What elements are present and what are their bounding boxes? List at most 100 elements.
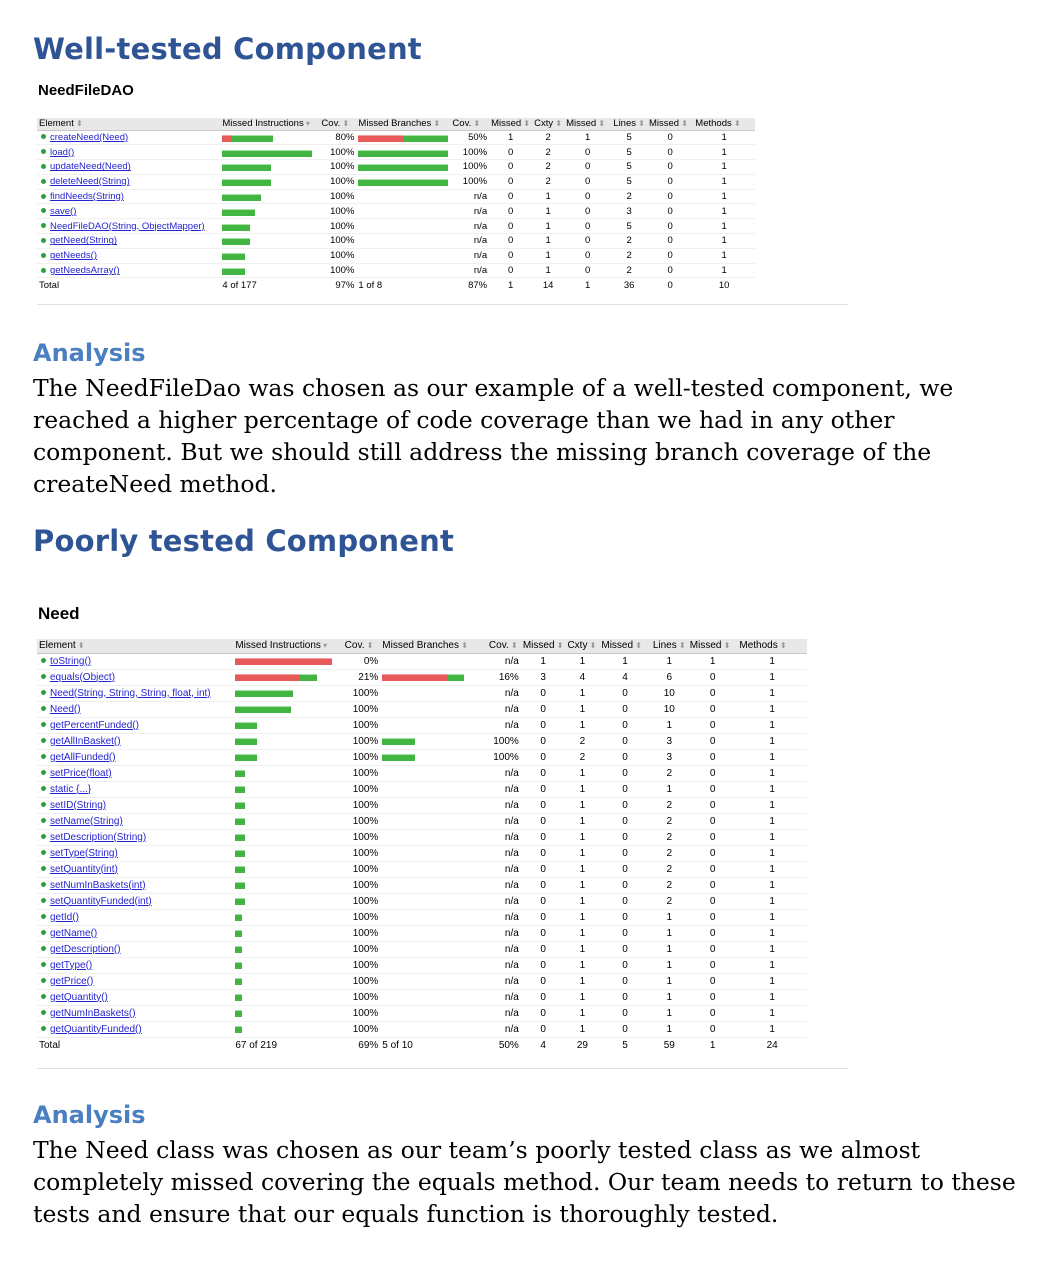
element-link[interactable]: getQuantityFunded(): [50, 1023, 142, 1035]
element-link[interactable]: getName(): [50, 927, 98, 939]
column-header[interactable]: Cov. ⬍: [450, 118, 490, 131]
element-link[interactable]: setQuantity(int): [50, 863, 118, 875]
element-link[interactable]: getDescription(): [50, 943, 121, 955]
column-header[interactable]: Missed Branches ⬍: [380, 639, 487, 654]
method-icon: [41, 178, 46, 184]
column-header[interactable]: Missed Instructions ▾: [220, 118, 320, 131]
lines-missed: 0: [599, 877, 651, 894]
bar-covered: [222, 238, 251, 246]
element-link[interactable]: getQuantity(): [50, 991, 108, 1003]
total-complexity: 29: [565, 1036, 600, 1051]
element-link[interactable]: NeedFileDAO(String, ObjectMapper): [50, 220, 205, 232]
instructions-coverage: 100%: [342, 733, 381, 750]
lines-missed: 0: [599, 989, 651, 1006]
report-title: Need: [38, 604, 80, 623]
lines: 6: [650, 669, 688, 686]
instructions-coverage: 21%: [342, 669, 381, 686]
column-header[interactable]: Cxty ⬍: [532, 118, 565, 131]
column-header[interactable]: Missed Instructions ▾: [233, 639, 343, 654]
instructions-coverage: 100%: [342, 877, 381, 894]
column-header[interactable]: Lines ⬍: [650, 639, 688, 654]
lines: 5: [611, 130, 647, 146]
column-header[interactable]: Cov. ⬍: [486, 639, 521, 654]
methods-missed: 0: [687, 1005, 738, 1022]
element-link[interactable]: setID(String): [50, 799, 107, 811]
bar-covered: [222, 223, 251, 231]
element-link[interactable]: getType(): [50, 959, 93, 971]
column-header[interactable]: Missed ⬍: [564, 118, 612, 131]
instructions-coverage: 100%: [319, 263, 357, 279]
element-link[interactable]: getId(): [50, 911, 79, 923]
element-link[interactable]: setName(String): [50, 815, 123, 827]
lines-missed: 0: [599, 765, 651, 782]
table-row: setNumInBaskets(int) 100% n/a 0 1 0 2 0 1: [37, 877, 807, 894]
lines: 2: [650, 797, 688, 814]
element-link[interactable]: getNeeds(): [50, 250, 97, 262]
complexity: 1: [565, 781, 600, 798]
element-link[interactable]: setNumInBaskets(int): [50, 879, 146, 891]
element-link[interactable]: setDescription(String): [50, 831, 147, 843]
column-header[interactable]: Element ⬍: [37, 639, 234, 654]
sort-icon: ⬍: [75, 641, 85, 651]
column-header[interactable]: Element ⬍: [37, 118, 221, 131]
element-link[interactable]: Need(String, String, String, float, int): [50, 687, 211, 699]
element-link[interactable]: updateNeed(Need): [50, 161, 131, 173]
element-link[interactable]: getNumInBaskets(): [50, 1007, 136, 1019]
column-header[interactable]: Missed ⬍: [599, 639, 651, 654]
element-link[interactable]: getPrice(): [50, 975, 94, 987]
complexity: 1: [565, 813, 600, 830]
branches-coverage: n/a: [450, 263, 490, 279]
column-header[interactable]: Methods ⬍: [693, 118, 755, 131]
sort-icon: ⬍: [471, 119, 481, 129]
instructions-bar-cell: [233, 733, 343, 750]
column-header[interactable]: Cov. ⬍: [342, 639, 381, 654]
column-header[interactable]: Missed ⬍: [520, 639, 566, 654]
total-methods: 10: [693, 277, 755, 292]
element-link[interactable]: equals(Object): [50, 671, 116, 683]
methods-missed: 0: [687, 781, 738, 798]
element-link[interactable]: Need(): [50, 703, 81, 715]
element-link[interactable]: getNeedsArray(): [50, 265, 120, 277]
lines: 1: [650, 909, 688, 926]
bar-covered: [235, 690, 294, 698]
column-header[interactable]: Cxty ⬍: [565, 639, 600, 654]
instructions-bar-cell: [220, 218, 320, 235]
element-link[interactable]: getAllInBasket(): [50, 735, 121, 747]
element-link[interactable]: save(): [50, 205, 77, 217]
column-header[interactable]: Missed ⬍: [687, 639, 738, 654]
sort-icon: ⬍: [554, 641, 564, 651]
element-link[interactable]: getAllFunded(): [50, 751, 116, 763]
element-link[interactable]: toString(): [50, 655, 92, 667]
bar-covered: [222, 253, 246, 261]
method-icon: [41, 721, 46, 727]
branches-coverage: 100%: [486, 733, 521, 750]
column-header[interactable]: Missed ⬍: [489, 118, 533, 131]
lines: 2: [611, 263, 647, 279]
element-link[interactable]: load(): [50, 146, 75, 158]
element-link[interactable]: setType(String): [50, 847, 118, 859]
complexity: 4: [565, 669, 600, 686]
branches-bar-cell: [380, 989, 487, 1006]
complexity-missed: 0: [520, 909, 566, 926]
method-icon: [41, 961, 46, 967]
column-header[interactable]: Methods ⬍: [737, 639, 807, 654]
element-link[interactable]: setQuantityFunded(int): [50, 895, 152, 907]
element-link[interactable]: getPercentFunded(): [50, 719, 139, 731]
element-link[interactable]: getNeed(String): [50, 235, 118, 247]
instructions-coverage: 100%: [319, 159, 357, 175]
heading-well-tested: Well-tested Component: [33, 32, 422, 66]
table-row: getNeeds() 100% n/a 0 1 0 2 0 1: [37, 248, 755, 264]
element-link[interactable]: createNeed(Need): [50, 131, 129, 143]
column-header[interactable]: Missed Branches ⬍: [356, 118, 451, 131]
complexity: 1: [532, 203, 565, 220]
branches-bar-cell: [380, 797, 487, 814]
column-header[interactable]: Missed ⬍: [646, 118, 694, 131]
element-link[interactable]: setPrice(float): [50, 767, 112, 779]
element-link[interactable]: findNeeds(String): [50, 191, 124, 203]
element-link[interactable]: deleteNeed(String): [50, 176, 130, 188]
instructions-coverage: 0%: [342, 653, 381, 670]
column-header[interactable]: Lines ⬍: [611, 118, 647, 131]
column-header[interactable]: Cov. ⬍: [319, 118, 357, 131]
element-link[interactable]: static {...}: [50, 783, 92, 795]
branches-coverage: n/a: [486, 717, 521, 734]
